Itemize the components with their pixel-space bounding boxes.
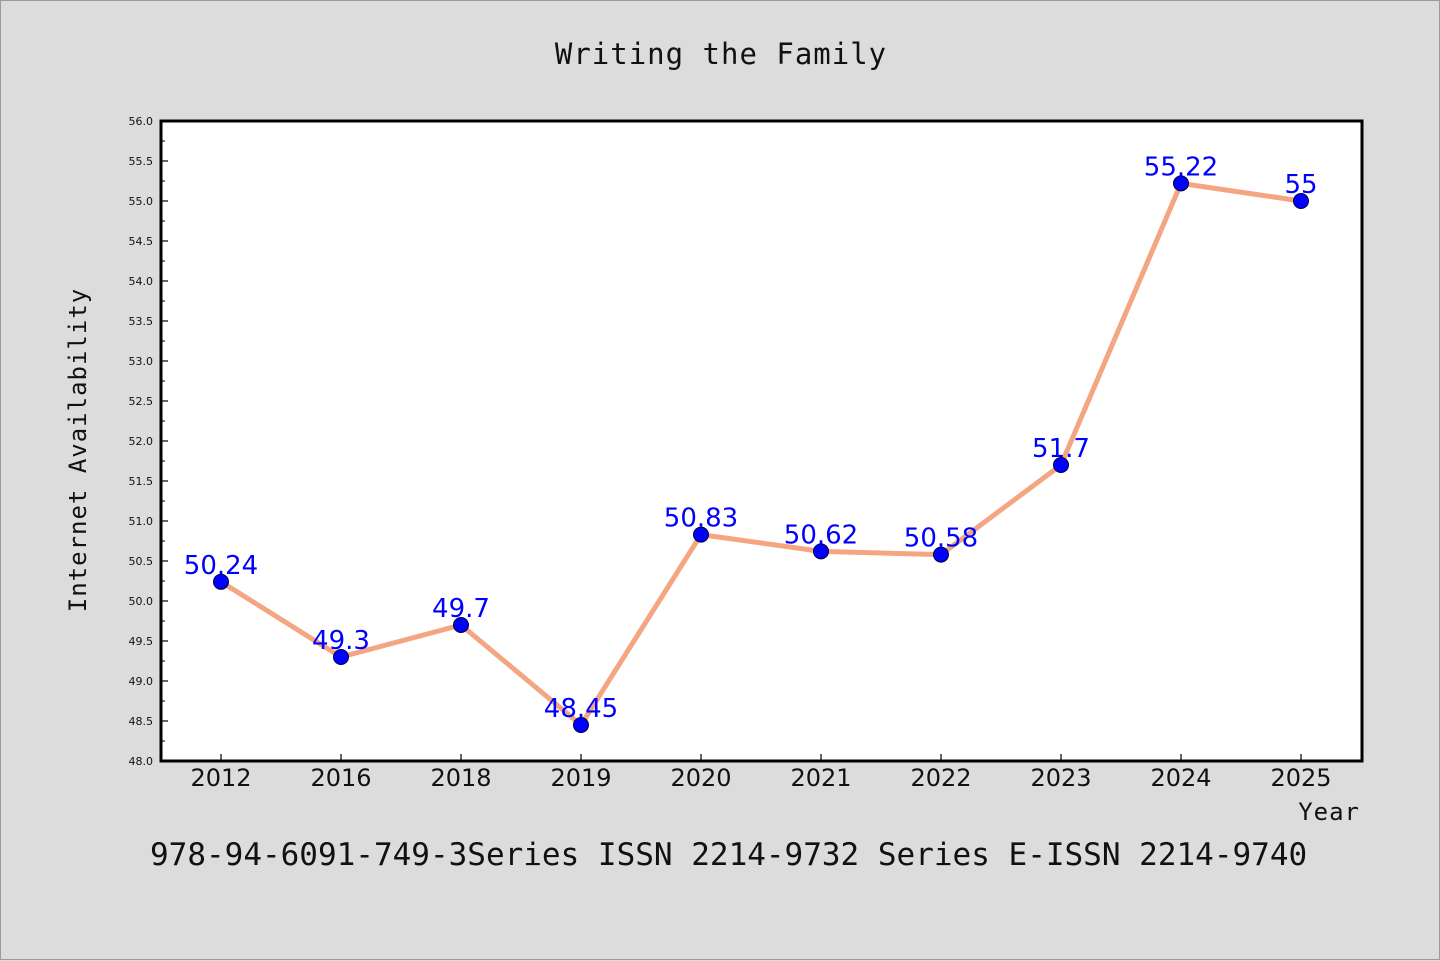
y-tick-label: 50.0 xyxy=(129,595,154,608)
data-point xyxy=(1053,457,1069,473)
data-label: 50.24 xyxy=(184,551,258,581)
data-point xyxy=(213,573,229,590)
y-axis-ticks: 48.0 48.5 49.0 49.5 50.0 50.5 51.0 51.5 52.0 52.5… xyxy=(129,115,168,768)
data-label: 50.83 xyxy=(664,504,738,534)
y-tick-label: 56.0 xyxy=(129,115,154,128)
data-label: 50.62 xyxy=(784,520,858,550)
x-axis-label: Year xyxy=(1298,798,1360,826)
data-point xyxy=(573,717,589,733)
x-tick-label: 2020 xyxy=(670,764,731,792)
data-point xyxy=(453,617,469,633)
x-tick-label: 2025 xyxy=(1270,764,1331,792)
data-label: 49.7 xyxy=(432,594,490,624)
y-tick-label: 49.0 xyxy=(129,675,154,688)
data-label: 55.22 xyxy=(1144,152,1218,182)
x-tick-label: 2022 xyxy=(910,764,971,792)
y-axis-label: Internet Availability xyxy=(64,288,92,612)
y-tick-label: 49.5 xyxy=(129,635,154,648)
y-tick-label: 52.5 xyxy=(129,395,154,408)
y-tick-label: 53.0 xyxy=(129,355,154,368)
y-tick-label: 48.5 xyxy=(129,715,154,728)
data-point xyxy=(1173,175,1189,192)
y-tick-label: 50.5 xyxy=(129,555,154,568)
y-tick-label: 55.5 xyxy=(129,155,154,168)
y-tick-label: 52.0 xyxy=(129,435,154,448)
y-tick-label: 55.0 xyxy=(129,195,154,208)
y-tick-label: 54.5 xyxy=(129,235,154,248)
y-tick-label: 54.0 xyxy=(129,275,154,288)
x-tick-label: 2016 xyxy=(310,764,371,792)
data-label: 50.58 xyxy=(904,524,978,554)
chart-title: Writing the Family xyxy=(555,37,887,71)
x-axis-ticks: 2012 2016 2018 2019 2020 2021 2022 2023 2024 2025 xyxy=(190,754,1332,792)
x-tick-label: 2024 xyxy=(1150,764,1211,792)
data-point xyxy=(333,649,349,665)
footer-text: 978-94-6091-749-3Series ISSN 2214-9732 S… xyxy=(150,837,1307,873)
x-tick-label: 2019 xyxy=(550,764,611,792)
data-point xyxy=(1293,193,1309,209)
data-label: 51.7 xyxy=(1032,434,1090,464)
y-tick-label: 51.5 xyxy=(129,475,154,488)
y-tick-label: 48.0 xyxy=(129,755,154,768)
plot-area xyxy=(159,119,1364,763)
x-tick-label: 2012 xyxy=(190,764,251,792)
series-layer: 50.24 49.3 49.7 48.45 50.83 50.62 50.58 51.7 55.… xyxy=(184,152,1318,733)
data-label: 48.45 xyxy=(544,694,618,724)
y-tick-label: 51.0 xyxy=(129,515,154,528)
data-label: 49.3 xyxy=(312,626,370,656)
series-line xyxy=(218,180,1304,728)
data-point xyxy=(933,546,949,563)
x-tick-label: 2018 xyxy=(430,764,491,792)
x-tick-label: 2023 xyxy=(1030,764,1091,792)
data-point xyxy=(813,543,829,560)
data-point xyxy=(693,526,709,543)
y-tick-label: 53.5 xyxy=(129,315,154,328)
data-label: 55 xyxy=(1284,170,1317,200)
x-tick-label: 2021 xyxy=(790,764,851,792)
